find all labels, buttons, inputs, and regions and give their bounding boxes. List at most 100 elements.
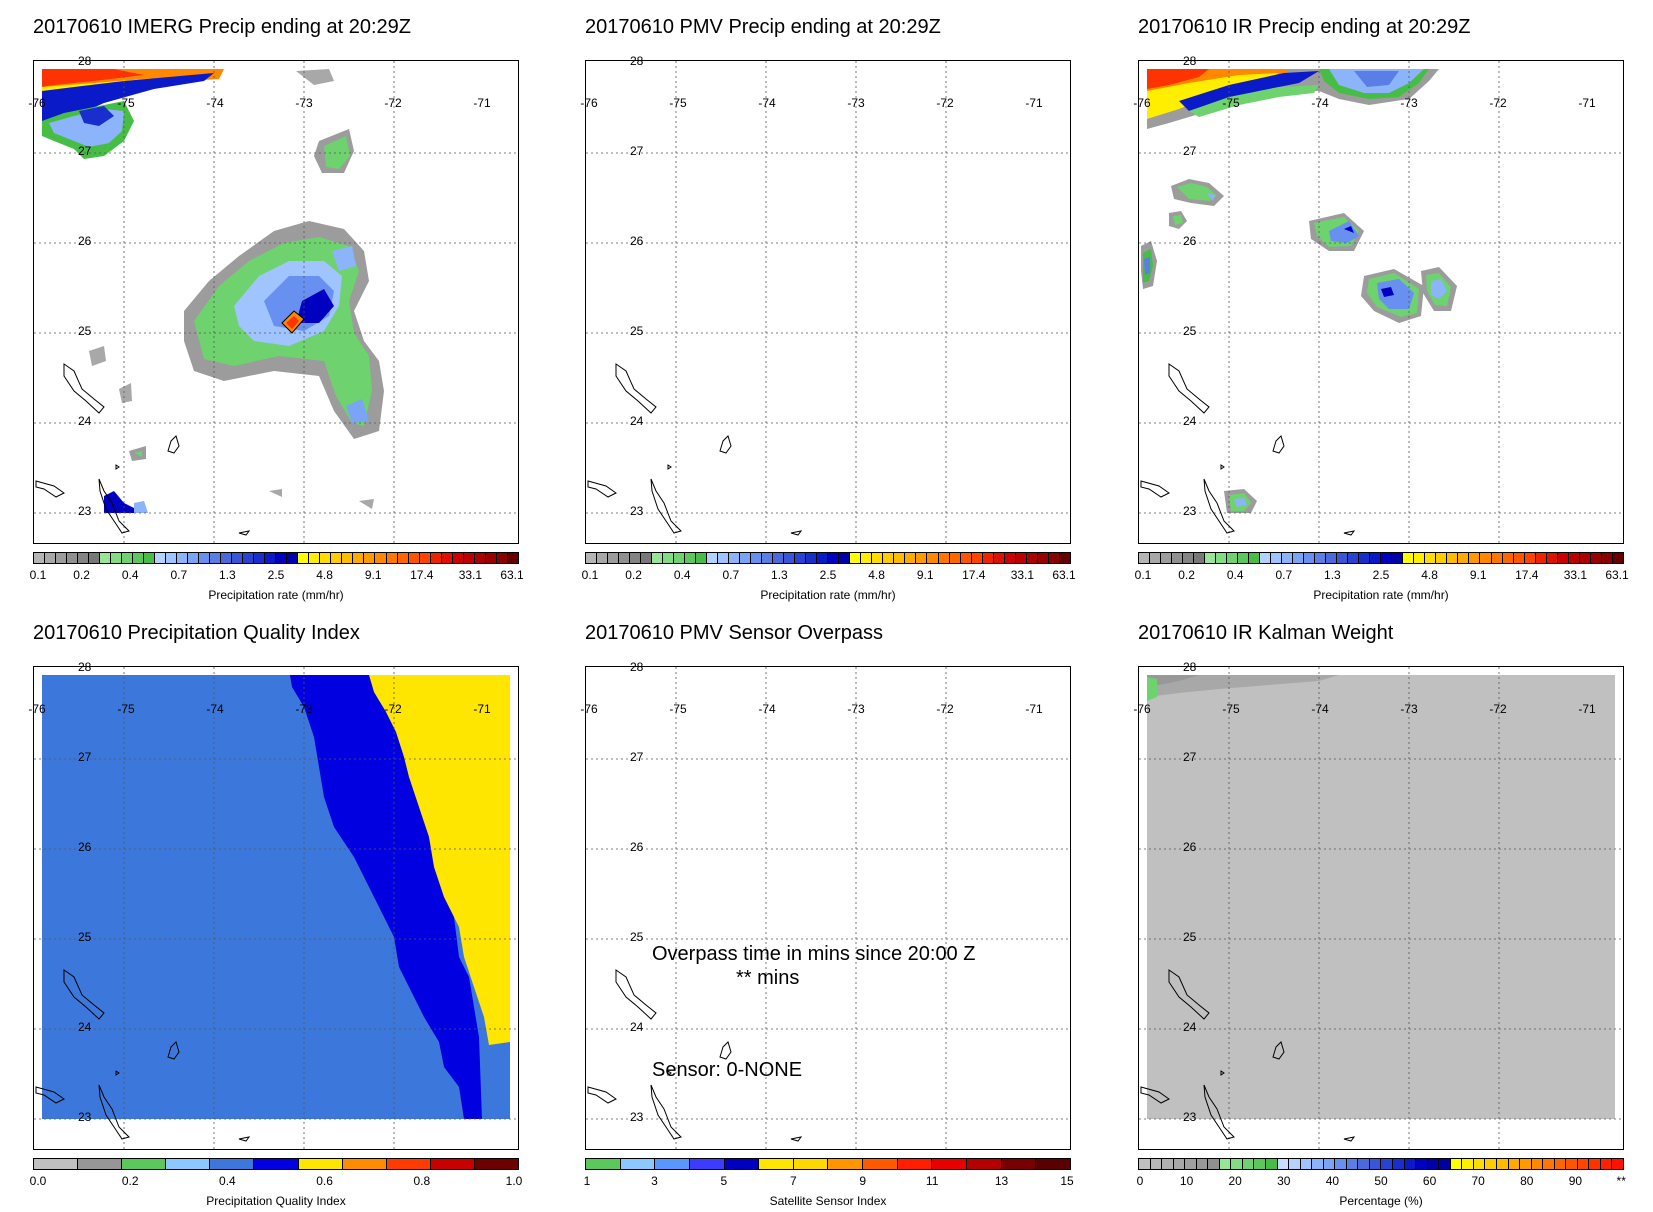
colorbar-tick-label: 30 — [1277, 1174, 1291, 1188]
panel-title: 20170610 IR Kalman Weight — [1138, 622, 1394, 644]
colorbar-swatch — [375, 553, 387, 563]
colorbar-swatch — [56, 553, 68, 563]
colorbar-swatch — [419, 553, 431, 563]
colorbar-swatch — [982, 553, 994, 563]
colorbar-swatch — [971, 553, 983, 563]
colorbar-swatch — [1469, 553, 1481, 563]
colorbar-swatch — [897, 1159, 933, 1169]
map-plot — [1138, 60, 1624, 544]
lat-label: 23 — [630, 1110, 644, 1124]
colorbar-tick-label: 4.8 — [868, 568, 885, 582]
colorbar-tick-label: 1.0 — [505, 1174, 523, 1188]
lon-label: -71 — [1578, 702, 1596, 716]
colorbar-label: Precipitation rate (mm/hr) — [760, 588, 896, 602]
colorbar-swatch — [1436, 553, 1448, 563]
colorbar-swatch — [1172, 553, 1184, 563]
colorbar-swatch — [430, 1159, 475, 1169]
colorbar-swatch — [1612, 1159, 1623, 1169]
sensor-text: Sensor: 0-NONE — [652, 1059, 803, 1081]
map-plot — [585, 60, 1071, 544]
gridlines — [586, 667, 1070, 1149]
colorbar-swatch — [1590, 553, 1602, 563]
colorbar-swatch — [759, 1159, 794, 1169]
colorbar-swatch — [34, 1159, 79, 1169]
gridlines — [1139, 61, 1623, 543]
colorbar-swatch — [883, 553, 895, 563]
lon-label: -73 — [295, 702, 313, 716]
colorbar-swatch — [793, 1159, 829, 1169]
colorbar-swatch — [1439, 1159, 1451, 1169]
colorbar-tick-label: 70 — [1471, 1174, 1485, 1188]
colorbar-swatch — [474, 553, 486, 563]
colorbar-swatch — [111, 553, 123, 563]
lat-label: 27 — [1183, 144, 1197, 158]
colorbar-tick-label: 2.5 — [267, 568, 285, 582]
lat-label: 27 — [1183, 750, 1197, 764]
colorbar-ticks: 0 10 20 30 40 50 60 70 80 90 ** — [1137, 1174, 1626, 1188]
colorbar-tick-label: 63.1 — [500, 568, 524, 582]
colorbar-swatch — [1416, 1159, 1428, 1169]
colorbar-swatch — [1161, 553, 1173, 563]
colorbar-swatch — [210, 1159, 255, 1169]
colorbar-tick-label: 9 — [859, 1174, 867, 1188]
colorbar-swatch — [1502, 553, 1514, 563]
lon-label: -75 — [117, 702, 135, 716]
colorbar-swatch — [630, 553, 642, 563]
colorbar-tick-label: 9.1 — [364, 568, 382, 582]
colorbar-swatch — [1392, 553, 1404, 563]
colorbar-swatch — [1183, 553, 1195, 563]
colorbar-swatch — [1026, 553, 1038, 563]
colorbar-swatch — [1271, 553, 1283, 563]
colorbar-tick-label: 0.2 — [121, 1174, 139, 1188]
colorbar-tick-label: 0.2 — [1178, 568, 1195, 582]
map-plot — [33, 60, 519, 544]
colorbar-swatch — [89, 553, 101, 563]
colorbar — [1138, 1158, 1624, 1170]
colorbar-tick-label: 10 — [1179, 1174, 1194, 1188]
colorbar-tick-label: 0.4 — [673, 568, 691, 582]
colorbar-swatch — [254, 1159, 299, 1169]
colorbar-swatch — [850, 553, 862, 563]
colorbar-swatch — [795, 553, 807, 563]
colorbar-tick-label: 0.4 — [1226, 568, 1244, 582]
colorbar-swatch — [386, 1159, 431, 1169]
colorbar-swatch — [386, 553, 398, 563]
colorbar-swatch — [331, 553, 343, 563]
colorbar-swatch — [1513, 553, 1525, 563]
colorbar-swatch — [188, 553, 200, 563]
colorbar-swatch — [1480, 553, 1492, 563]
colorbar-swatch — [1289, 1159, 1301, 1169]
colorbar-swatch — [586, 1159, 621, 1169]
colorbar-swatch — [1048, 553, 1060, 563]
colorbar-swatch — [67, 553, 79, 563]
colorbar-swatch — [993, 553, 1005, 563]
panel-title: 20170610 IMERG Precip ending at 20:29Z — [33, 16, 412, 38]
colorbar-tick-label: 50 — [1374, 1174, 1388, 1188]
lon-label: -73 — [1400, 702, 1418, 716]
precip-field — [1141, 69, 1457, 513]
colorbar-swatch — [1381, 553, 1393, 563]
colorbar-swatch — [707, 553, 719, 563]
gridlines — [586, 61, 1070, 543]
colorbar-swatch — [773, 553, 785, 563]
colorbar-swatch — [1227, 553, 1239, 563]
colorbar-swatch — [1369, 1159, 1382, 1169]
colorbar-swatch — [1139, 553, 1151, 563]
colorbar-swatch — [397, 553, 409, 563]
colorbar-tick-label: 63.1 — [1052, 568, 1076, 582]
lat-label: 28 — [78, 660, 92, 674]
colorbar-swatch — [1543, 1159, 1555, 1169]
colorbar-swatch — [828, 1159, 864, 1169]
overpass-time-text: Overpass time in mins since 20:00 Z — [652, 943, 976, 965]
colorbar-swatch — [586, 553, 598, 563]
panel-pqi: 20170610 Precipitation Quality Index — [0, 606, 551, 1212]
lat-label: 28 — [630, 54, 644, 68]
colorbar-swatch — [655, 1159, 690, 1169]
colorbar-swatch — [652, 553, 664, 563]
lat-label: 24 — [1183, 1020, 1197, 1034]
colorbar-swatch — [1524, 553, 1536, 563]
colorbar-swatch — [287, 553, 299, 563]
lat-label: 25 — [78, 930, 92, 944]
colorbar-swatch — [100, 553, 112, 563]
colorbar-swatch — [408, 553, 420, 563]
